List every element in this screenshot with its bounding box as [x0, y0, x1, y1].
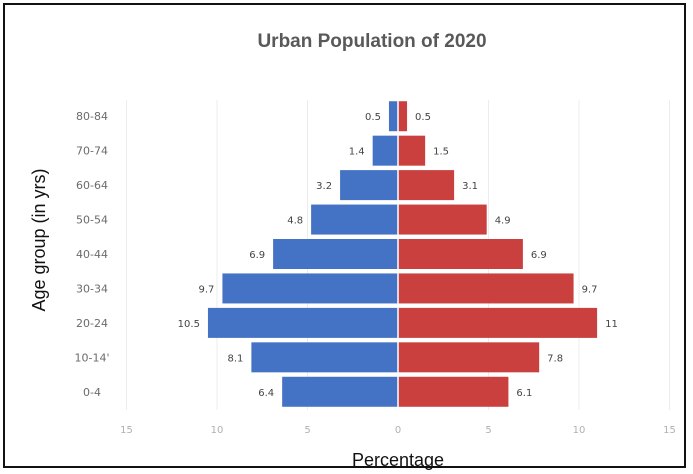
- data-label-right: 9.7: [582, 284, 598, 295]
- x-tick-label: 0: [395, 425, 401, 436]
- bar-left: [222, 273, 398, 304]
- bar-right: [398, 273, 574, 304]
- data-label-left: 8.1: [227, 353, 243, 364]
- bar-left: [273, 239, 398, 269]
- data-label-left: 10.5: [178, 319, 200, 330]
- bar-right: [398, 376, 509, 407]
- bar-left: [388, 101, 398, 132]
- category-label: 70-74: [76, 145, 108, 158]
- data-label-right: 3.1: [462, 181, 478, 192]
- data-label-left: 1.4: [349, 147, 365, 158]
- chart-title: Urban Population of 2020: [257, 31, 486, 52]
- data-label-right: 6.9: [531, 250, 547, 261]
- bar-right: [398, 239, 523, 269]
- category-label: 10-14': [75, 351, 110, 364]
- data-label-right: 0.5: [415, 112, 431, 123]
- data-label-right: 1.5: [433, 147, 449, 158]
- data-label-left: 6.9: [249, 250, 265, 261]
- bar-right: [398, 135, 426, 166]
- data-label-right: 7.8: [547, 353, 563, 364]
- category-label: 20-24: [76, 317, 108, 330]
- x-tick-label: 5: [304, 425, 310, 436]
- bars: [207, 100, 598, 410]
- x-tick-labels: 15 10 5 0 5 10 15: [120, 425, 676, 436]
- category-label: 0-4: [83, 386, 101, 399]
- category-label: 60-64: [76, 179, 108, 192]
- category-label: 40-44: [76, 248, 108, 261]
- data-labels: 6.4 6.1 8.1 7.8 10.5 11 9.7 9.7 6.9 6.9 4.8 4.9 3.2 3…: [178, 112, 618, 399]
- data-label-right: 4.9: [495, 216, 511, 227]
- x-tick-label: 10: [573, 425, 586, 436]
- x-tick-label: 15: [663, 425, 676, 436]
- data-label-left: 0.5: [365, 112, 381, 123]
- x-tick-label: 5: [485, 425, 491, 436]
- x-axis-label: Percentage: [352, 450, 444, 470]
- x-tick-label: 15: [120, 425, 133, 436]
- category-label: 80-84: [76, 110, 108, 123]
- bar-right: [398, 101, 408, 132]
- bar-left: [311, 204, 398, 235]
- bar-left: [207, 307, 398, 338]
- x-tick-label: 10: [211, 425, 224, 436]
- bar-left: [251, 342, 398, 373]
- category-labels: 0-4 10-14' 20-24 30-34 40-44 50-54 60-64 70-74 8…: [75, 110, 110, 399]
- bar-left: [372, 135, 398, 166]
- data-label-left: 4.8: [287, 216, 303, 227]
- data-label-right: 11: [605, 319, 618, 330]
- bar-right: [398, 307, 598, 338]
- bar-right: [398, 204, 487, 235]
- bar-left: [282, 376, 398, 407]
- data-label-right: 6.1: [516, 388, 532, 399]
- bar-right: [398, 170, 455, 201]
- y-axis-label: Age group (in yrs): [29, 168, 49, 311]
- data-label-left: 3.2: [316, 181, 332, 192]
- data-label-left: 9.7: [199, 284, 215, 295]
- bar-right: [398, 342, 540, 373]
- bar-left: [340, 170, 398, 201]
- data-label-left: 6.4: [258, 388, 274, 399]
- category-label: 50-54: [76, 214, 108, 227]
- category-label: 30-34: [76, 282, 108, 295]
